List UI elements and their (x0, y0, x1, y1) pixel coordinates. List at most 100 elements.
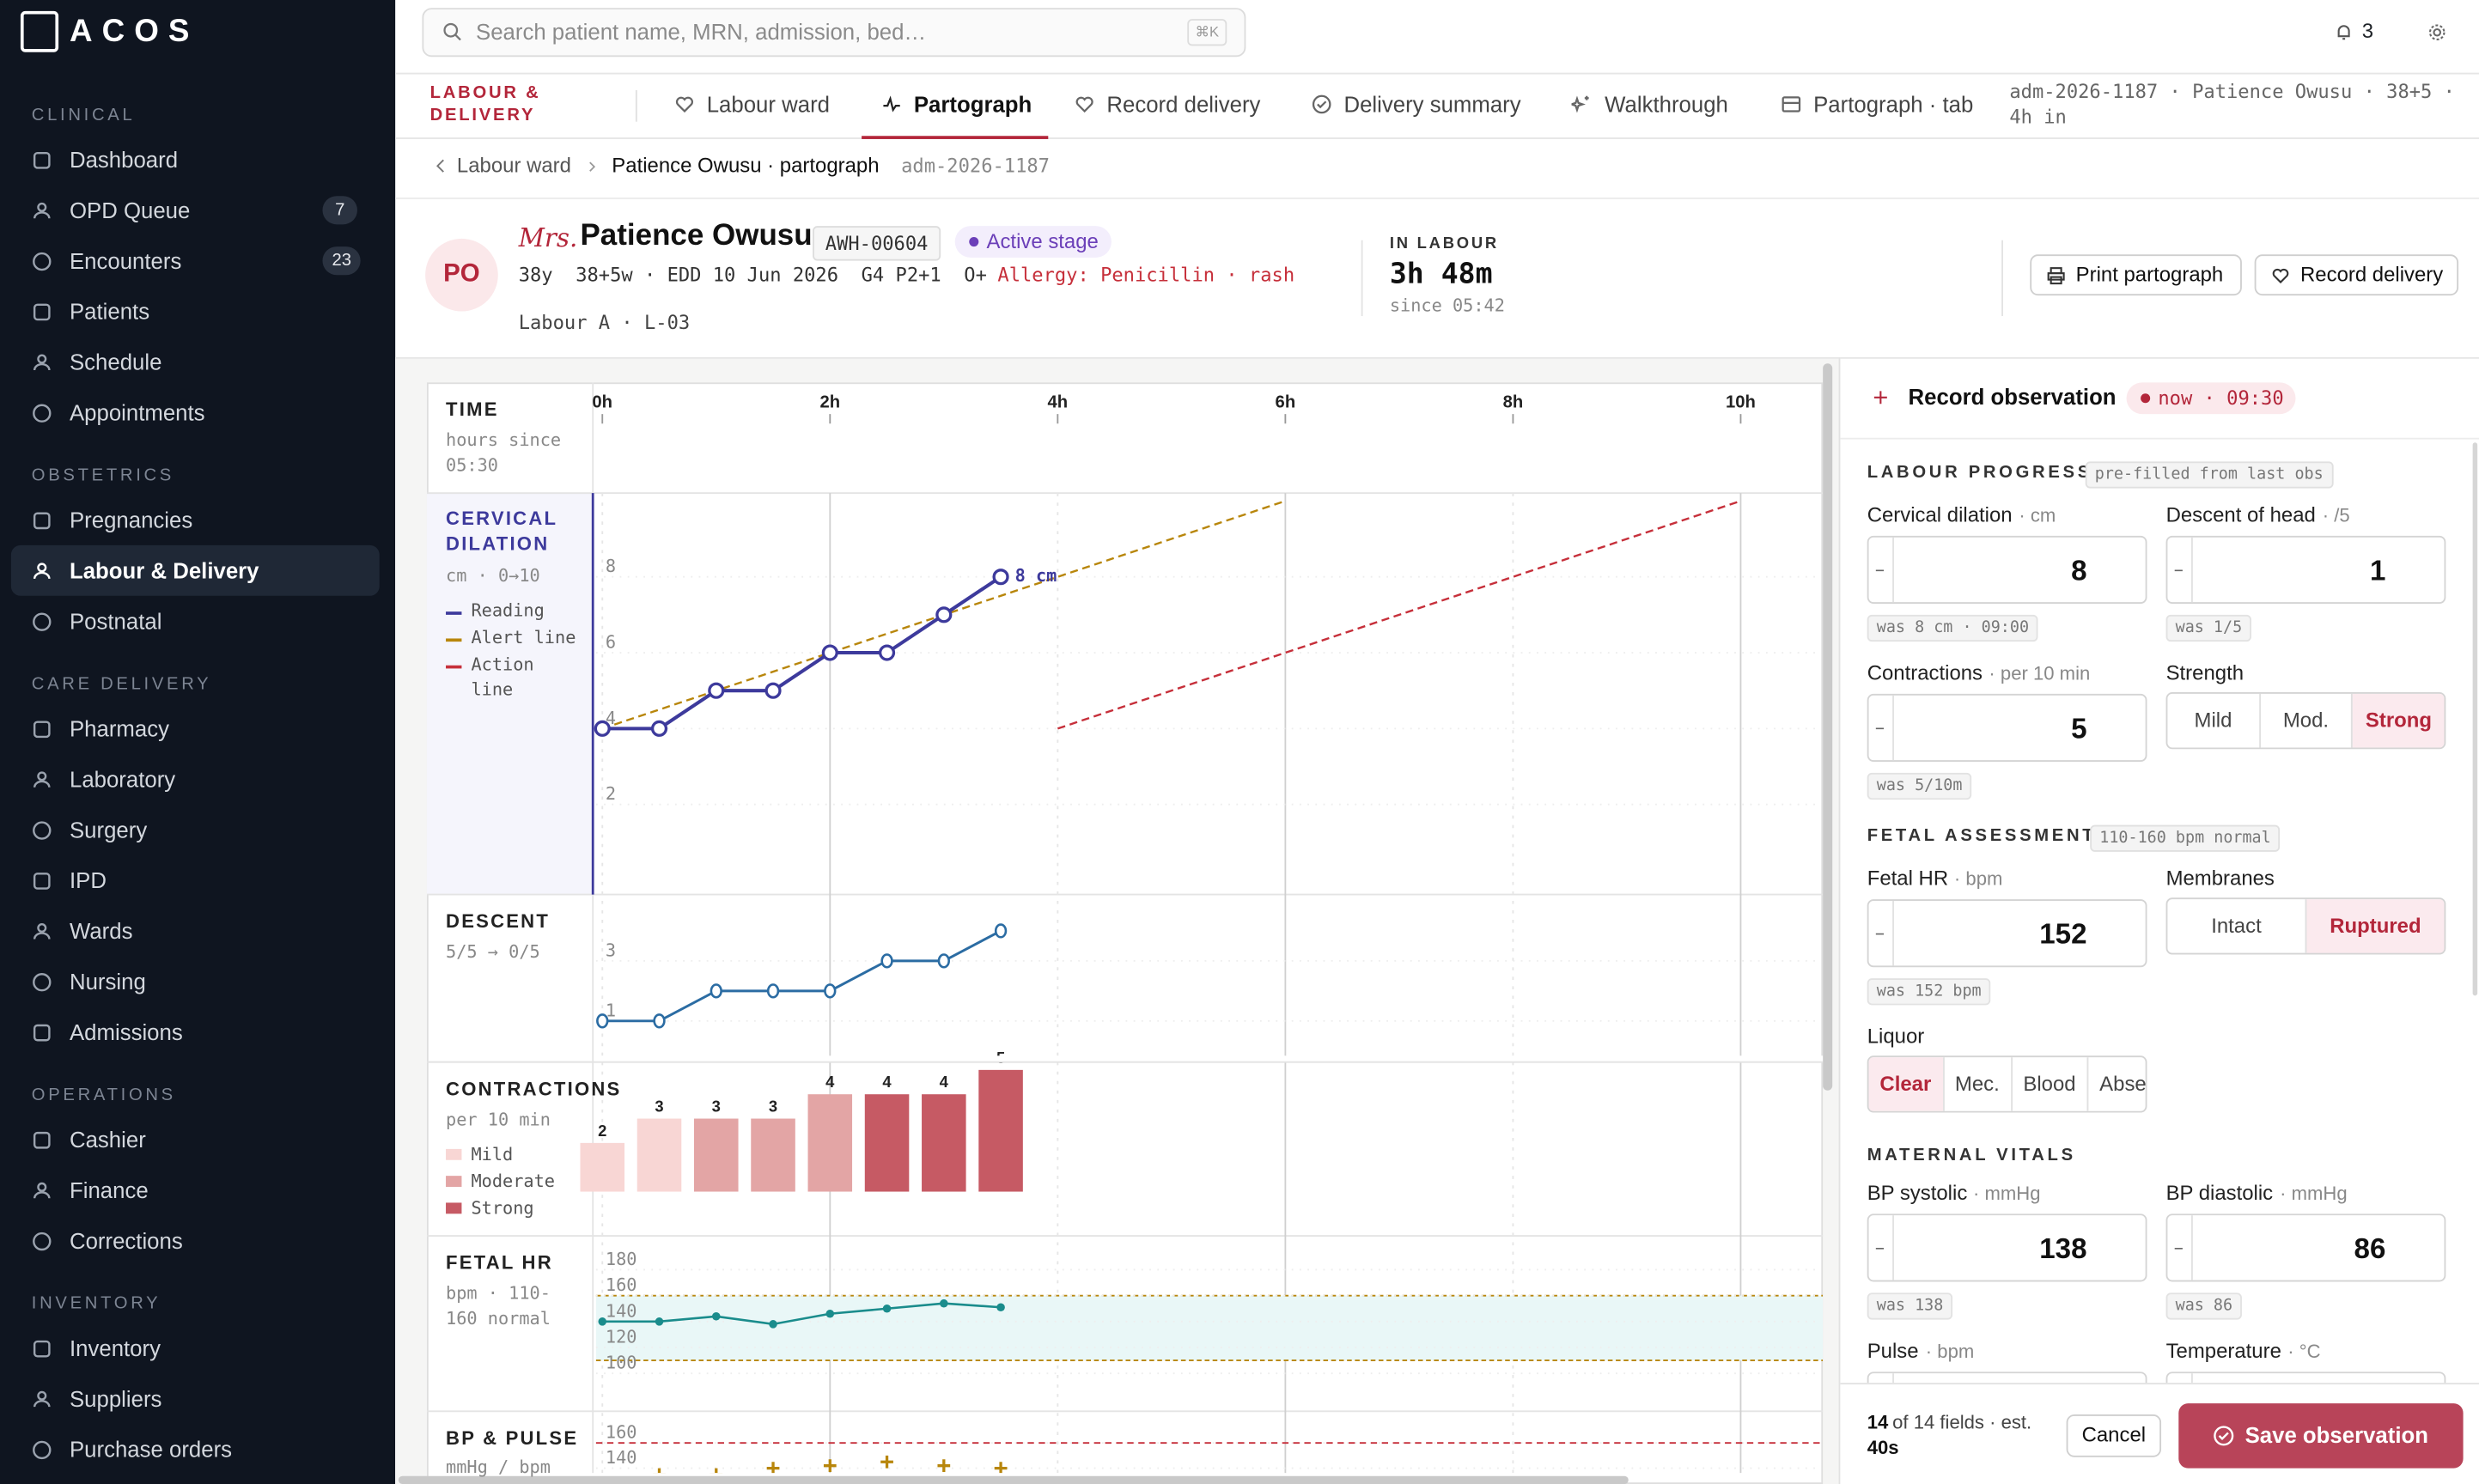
sidebar-section-title: OBSTETRICS (31, 465, 175, 485)
cancel-button[interactable] (2066, 1414, 2162, 1457)
sidebar-item[interactable]: Nursing (69, 969, 146, 994)
sidebar-item[interactable]: Wards (69, 918, 133, 944)
icon (1875, 933, 1885, 935)
field-unit: · bpm (1953, 867, 2003, 891)
icon (33, 1130, 50, 1148)
descent-point (653, 1013, 666, 1029)
now-pill: now · 09:30 (2126, 382, 2297, 415)
sidebar-item[interactable]: Suppliers (69, 1385, 162, 1412)
legend-swatch (446, 1202, 462, 1214)
data-label: 4 (825, 1073, 835, 1091)
data-label: 8 cm (1015, 565, 1057, 586)
sidebar-item[interactable]: Laboratory (69, 766, 176, 792)
dilation-label-bg (426, 493, 594, 895)
icon (33, 353, 50, 370)
tab[interactable]: Walkthrough (1605, 91, 1728, 118)
segment[interactable]: Strong (2351, 693, 2445, 748)
patient-allergy: Allergy: Penicillin · rash (997, 264, 1295, 287)
sidebar-item[interactable]: Pharmacy (69, 715, 169, 742)
tab[interactable]: Delivery summary (1343, 91, 1521, 118)
tab[interactable]: Partograph · tab (1813, 91, 1974, 118)
field-label: Membranes (2165, 866, 2275, 891)
action-button[interactable] (2254, 254, 2459, 296)
scrollbar-v (1823, 363, 1833, 1091)
sidebar-item[interactable]: OPD Queue (69, 198, 191, 223)
number-input[interactable] (1867, 1213, 2147, 1282)
dilation-point (764, 682, 782, 699)
number-input[interactable] (1867, 693, 2147, 763)
tab[interactable]: Record delivery (1106, 91, 1261, 118)
number-input[interactable] (1867, 535, 2147, 604)
dilation-point (935, 606, 953, 623)
segment[interactable]: Blood (2010, 1057, 2087, 1111)
icon (443, 22, 461, 41)
row-title: DESCENT (446, 909, 551, 933)
sidebar-item[interactable]: Patients (69, 298, 150, 325)
field-label: Cervical dilation (1867, 502, 2013, 526)
breadcrumb-link[interactable]: Labour ward (456, 153, 571, 178)
tab[interactable]: Labour ward (706, 91, 830, 118)
number-input[interactable] (2165, 1213, 2446, 1282)
save-label[interactable]: Save observation (2244, 1422, 2428, 1448)
sidebar-item[interactable]: Corrections (69, 1227, 183, 1254)
save-button[interactable] (2178, 1403, 2464, 1469)
row-title: CONTRACTIONS (446, 1078, 622, 1100)
contraction-bar (636, 1118, 682, 1192)
footer-count: 14 (1867, 1411, 1889, 1434)
topbar-border (395, 72, 2479, 75)
stepper-divider (2191, 1215, 2193, 1280)
row-subtitle: per 10 min (446, 1109, 551, 1130)
field-value: 152 (2039, 918, 2087, 950)
icon (32, 820, 51, 839)
segment[interactable]: Mild (2194, 708, 2232, 733)
action-button-label[interactable]: Print partograph (2075, 262, 2224, 287)
segment[interactable]: Clear (1868, 1057, 1943, 1111)
sidebar-item[interactable]: IPD (69, 867, 107, 893)
search-box[interactable] (422, 8, 1246, 58)
field-label: Contractions (1867, 660, 1983, 684)
sidebar-item[interactable]: Postnatal (69, 608, 162, 634)
stepper-divider (1892, 695, 1894, 761)
descent-point (880, 953, 893, 969)
sidebar-item[interactable]: Purchase orders (69, 1436, 233, 1463)
sidebar-item[interactable]: Admissions (69, 1019, 183, 1045)
segment[interactable]: Ruptured (2305, 899, 2445, 953)
row-title: TIME (446, 398, 499, 421)
pulse-point (880, 1455, 893, 1469)
pulse-point (937, 1459, 951, 1473)
icon (1875, 1248, 1885, 1250)
sidebar-item[interactable]: Inventory (69, 1335, 161, 1361)
field-unit: · cm (2019, 504, 2056, 526)
sidebar-item[interactable]: Finance (69, 1177, 149, 1203)
sidebar-item[interactable]: Dashboard (69, 147, 179, 173)
legend-swatch (446, 665, 462, 669)
sidebar-item[interactable]: Labour & Delivery (69, 557, 259, 584)
tab[interactable]: Partograph (913, 91, 1032, 118)
sidebar-item-active[interactable] (10, 544, 380, 596)
stepper-divider (1892, 900, 1894, 966)
labour-label: IN LABOUR (1389, 235, 1499, 253)
sidebar-item[interactable]: Cashier (69, 1127, 146, 1153)
field-label: BP systolic (1867, 1180, 1968, 1205)
action-button-label[interactable]: Record delivery (2300, 262, 2444, 287)
action-line (1057, 500, 1741, 730)
segment[interactable]: Intact (2211, 913, 2262, 938)
segment[interactable]: Mod. (2258, 693, 2352, 748)
pulse-point (715, 1468, 718, 1474)
avatar (425, 238, 498, 312)
number-input[interactable] (2165, 535, 2446, 604)
sidebar-item[interactable]: Appointments (69, 399, 205, 426)
cancel-label[interactable]: Cancel (2081, 1422, 2147, 1446)
sidebar-item[interactable]: Surgery (69, 817, 148, 842)
sidebar-section-title: CARE DELIVERY (31, 674, 212, 694)
sidebar-item[interactable]: Encounters (69, 247, 182, 274)
sidebar-item[interactable]: Pregnancies (69, 507, 193, 533)
sidebar-item[interactable]: Schedule (69, 349, 162, 375)
data-label: 4 (940, 1073, 949, 1091)
header-border-top (395, 198, 2479, 199)
number-input[interactable] (1867, 899, 2147, 968)
segment[interactable]: Absent (2086, 1057, 2146, 1111)
segment[interactable]: Mec. (1942, 1057, 2010, 1111)
field-value: 1 (2369, 554, 2386, 587)
action-button[interactable] (2030, 254, 2242, 296)
